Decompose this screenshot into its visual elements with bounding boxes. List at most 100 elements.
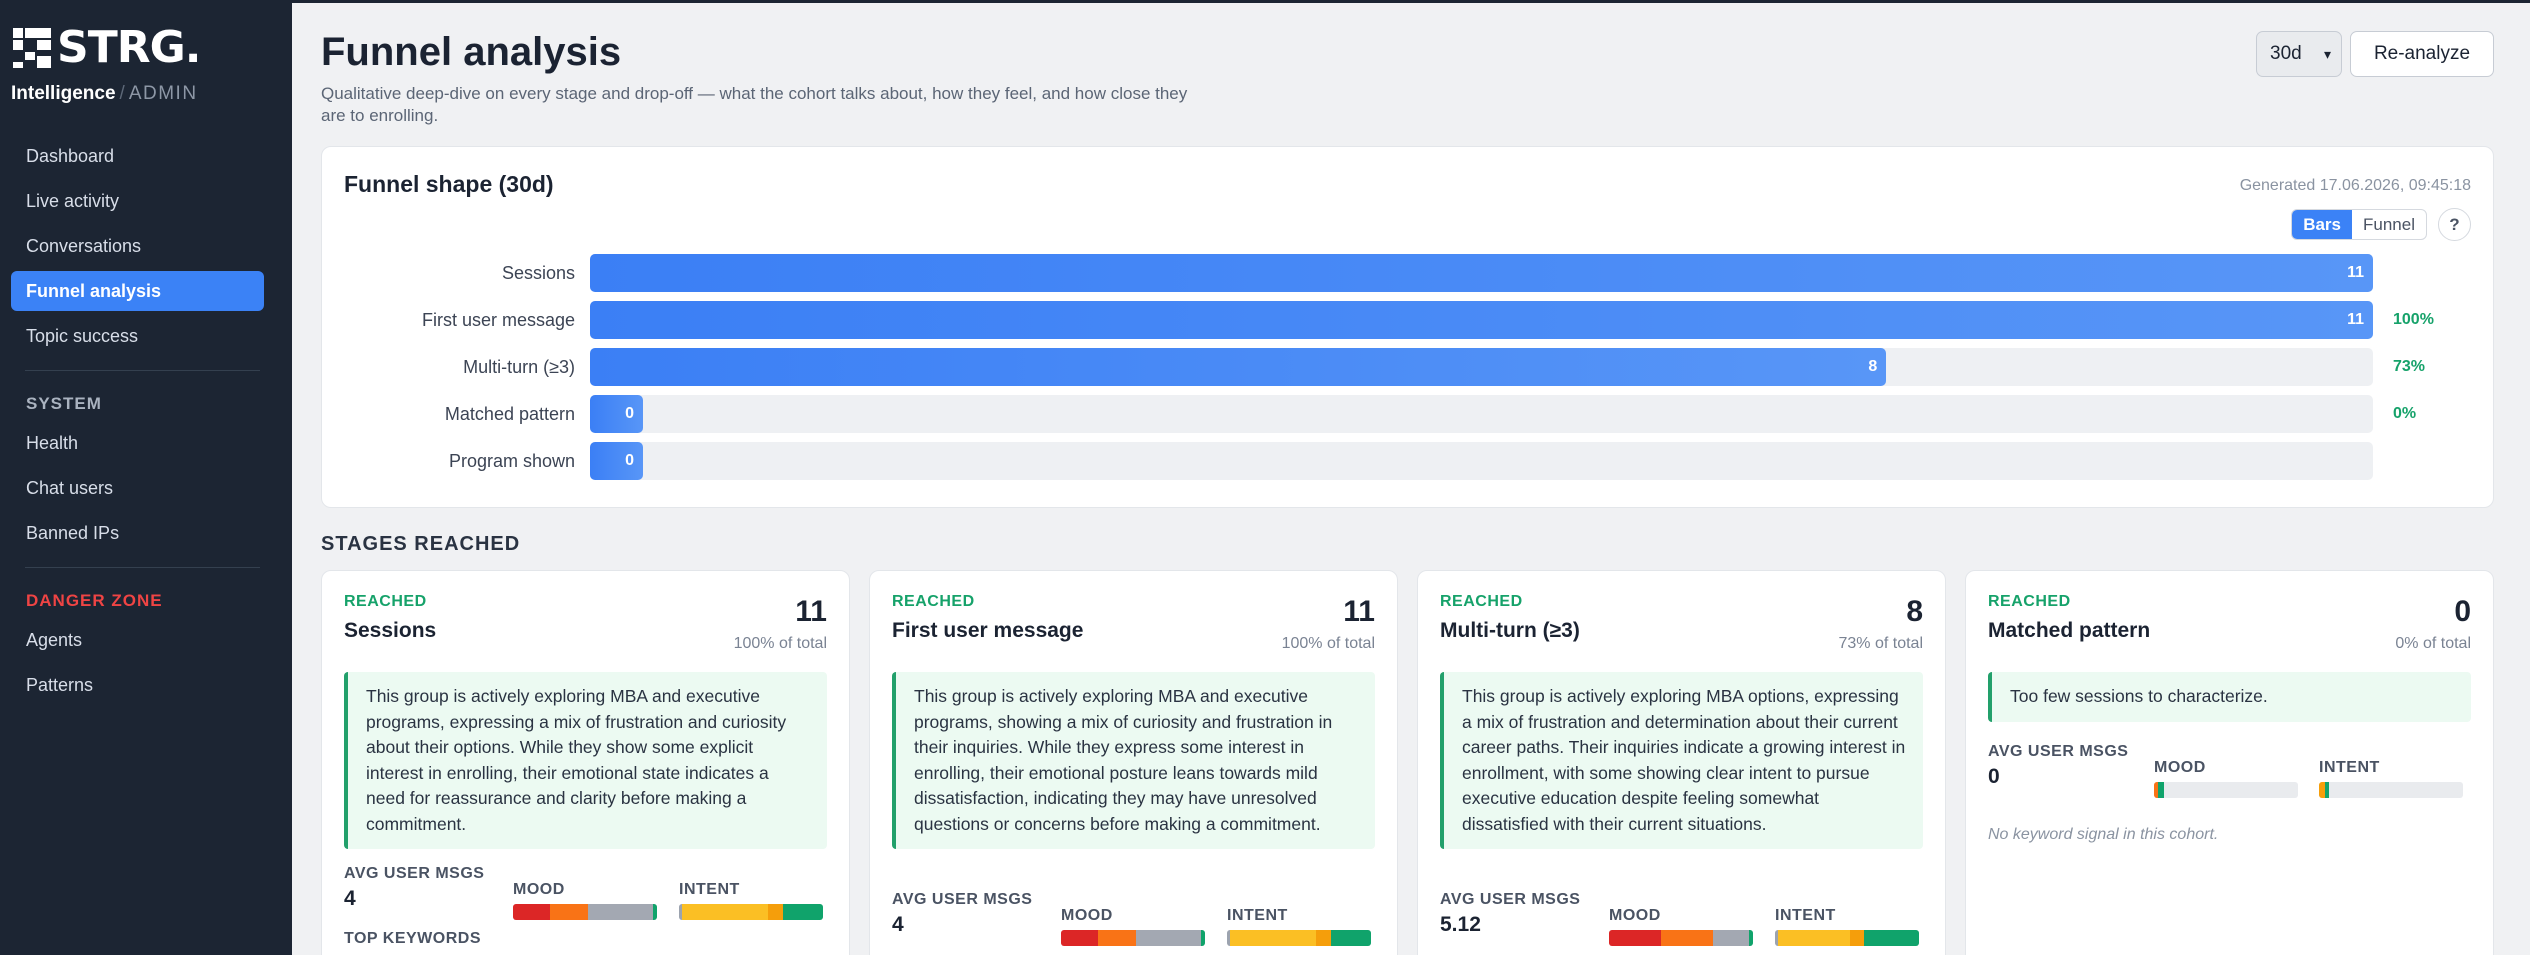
mood-meter: MOOD [2154, 759, 2298, 798]
meter-segment [1061, 930, 1099, 946]
sidebar-item-chat-users[interactable]: Chat users [26, 478, 114, 498]
funnel-bar-fill: 0 [590, 442, 643, 480]
sidebar-item-health[interactable]: Health [26, 433, 79, 453]
avg-user-msgs-label: AVG USER MSGS [892, 891, 1033, 908]
intent-bar [679, 904, 823, 920]
range-select[interactable]: 30d ▾ [2256, 31, 2342, 77]
stage-summary: Too few sessions to characterize. [1988, 672, 2471, 722]
funnel-bar-value: 0 [625, 405, 634, 422]
meter-segment [1098, 930, 1136, 946]
sidebar: STRG. Intelligence / ADMIN Dashboard Live … [0, 0, 292, 955]
mood-bar [1609, 930, 1753, 946]
meter-segment [1330, 930, 1371, 946]
funnel-bar-track: 0 [590, 442, 2373, 480]
stage-name: First user message [892, 619, 1084, 642]
funnel-row: Multi-turn (≥3) 8 73% [322, 348, 2493, 388]
sidebar-item-agents[interactable]: Agents [26, 630, 83, 650]
intent-label: INTENT [679, 881, 740, 898]
meter-segment [1660, 930, 1713, 946]
meter-segment [587, 904, 653, 920]
stage-count: 11 [1343, 595, 1375, 628]
mood-bar [513, 904, 657, 920]
meter-segment [1135, 930, 1201, 946]
view-bars-button[interactable]: Bars [2292, 210, 2353, 239]
stage-count: 8 [1906, 595, 1923, 628]
stage-count: 11 [795, 595, 827, 628]
avg-user-msgs-label: AVG USER MSGS [344, 865, 485, 882]
funnel-row: Program shown 0 [322, 442, 2493, 482]
stage-of-total: 73% of total [1838, 635, 1924, 652]
stage-name: Sessions [344, 619, 437, 642]
funnel-row-label: Multi-turn (≥3) [463, 357, 575, 377]
avg-user-msgs: AVG USER MSGS 4 [892, 891, 1032, 937]
sidebar-item-funnel-analysis[interactable]: Funnel analysis [11, 271, 264, 311]
mood-label: MOOD [513, 881, 565, 898]
help-icon[interactable]: ? [2438, 208, 2471, 241]
main-content: Funnel analysis Qualitative deep-dive on… [292, 0, 2530, 955]
avg-user-msgs-value: 5.12 [1440, 913, 1481, 936]
generated-timestamp: Generated 17.06.2026, 09:45:18 [2239, 177, 2471, 194]
meter-segment [1609, 930, 1661, 946]
view-funnel-button[interactable]: Funnel [2363, 215, 2415, 234]
meter-segment [1849, 930, 1865, 946]
stage-card-sessions: REACHED Sessions 11 100% of total This g… [321, 570, 850, 955]
stage-card-first-user-message: REACHED First user message 11 100% of to… [869, 570, 1398, 955]
sidebar-item-dashboard[interactable]: Dashboard [26, 146, 115, 166]
funnel-bar-track: 11 [590, 254, 2373, 292]
funnel-bar-value: 11 [2347, 264, 2364, 281]
funnel-bar-fill: 11 [590, 254, 2373, 292]
stage-of-total: 100% of total [1281, 635, 1375, 652]
funnel-bar-track: 11 [590, 301, 2373, 339]
meter-segment [1227, 930, 1230, 946]
funnel-bar-track: 8 [590, 348, 2373, 386]
stage-of-total: 100% of total [733, 635, 827, 652]
meter-segment [652, 904, 657, 920]
stage-summary: This group is actively exploring MBA and… [344, 672, 827, 849]
funnel-bar-fill: 11 [590, 301, 2373, 339]
sidebar-item-banned-ips[interactable]: Banned IPs [26, 523, 120, 543]
stage-of-total: 0% of total [2395, 635, 2471, 652]
mood-bar [1061, 930, 1205, 946]
intent-meter: INTENT [679, 881, 823, 920]
sidebar-divider [25, 567, 260, 568]
funnel-bar-fill: 0 [590, 395, 643, 433]
avg-user-msgs-value: 4 [892, 913, 904, 936]
funnel-row-label: Sessions [501, 263, 575, 283]
stage-status: REACHED [344, 593, 427, 610]
top-keywords-label: TOP KEYWORDS [344, 930, 481, 947]
funnel-row-percent: 0% [2393, 405, 2417, 422]
meter-segment [1748, 930, 1753, 946]
mood-label: MOOD [1061, 907, 1113, 924]
meter-segment [1775, 930, 1778, 946]
funnel-row-percent: 100% [2393, 311, 2434, 328]
mood-label: MOOD [2154, 759, 2206, 776]
view-toggle: Bars Funnel [2291, 209, 2427, 240]
intent-bar [1775, 930, 1919, 946]
avg-user-msgs-value: 0 [1988, 765, 2000, 788]
avg-user-msgs: AVG USER MSGS 5.12 [1440, 891, 1580, 937]
funnel-row-label: Program shown [448, 451, 575, 471]
meter-segment [1316, 930, 1331, 946]
avg-user-msgs: AVG USER MSGS 0 [1988, 743, 2128, 789]
stage-metrics: AVG USER MSGS 0 MOOD INTENT [1988, 743, 2471, 803]
meter-segment [2158, 782, 2165, 798]
stage-status: REACHED [1440, 593, 1523, 610]
stage-status: REACHED [1988, 593, 2071, 610]
stage-name: Multi-turn (≥3) [1440, 619, 1580, 642]
meter-segment [681, 904, 769, 920]
meter-segment [2154, 782, 2159, 798]
mood-label: MOOD [1609, 907, 1661, 924]
sidebar-item-live-activity[interactable]: Live activity [26, 191, 120, 211]
mood-meter: MOOD [1609, 907, 1753, 946]
intent-meter: INTENT [2319, 759, 2463, 798]
sidebar-item-conversations[interactable]: Conversations [26, 236, 142, 256]
intent-bar [1227, 930, 1371, 946]
sidebar-item-topic-success[interactable]: Topic success [26, 326, 139, 346]
logo-text: STRG. [57, 22, 201, 73]
reanalyze-button[interactable]: Re-analyze [2350, 31, 2494, 77]
sidebar-section-danger-zone: DANGER ZONE [26, 591, 163, 610]
stage-card-matched-pattern: REACHED Matched pattern 0 0% of total To… [1965, 570, 2494, 955]
logo[interactable]: STRG. [11, 22, 201, 73]
sidebar-item-patterns[interactable]: Patterns [26, 675, 94, 695]
meter-segment [2324, 782, 2330, 798]
